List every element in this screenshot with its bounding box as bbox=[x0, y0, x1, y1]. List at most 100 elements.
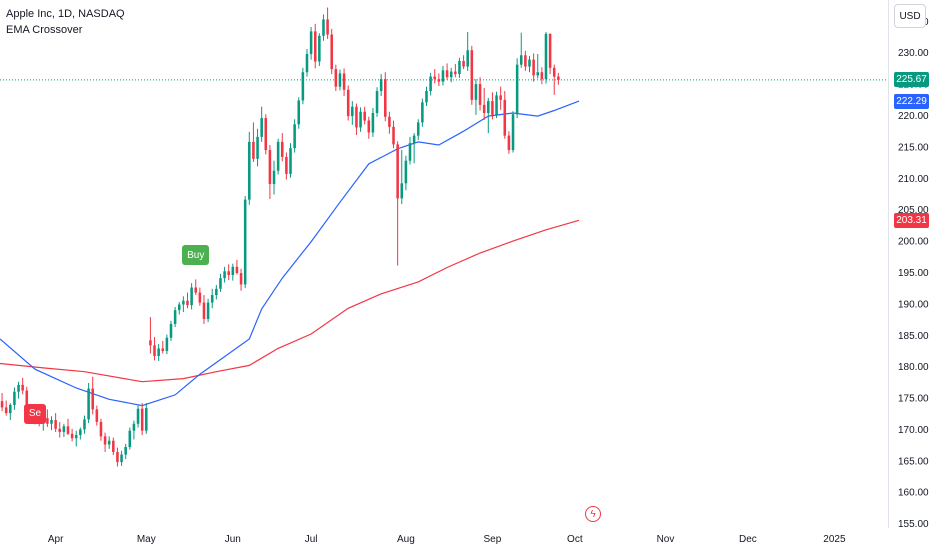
y-tick-label: 200.00 bbox=[898, 237, 929, 248]
candle-body bbox=[268, 150, 272, 184]
y-tick-label: 165.00 bbox=[898, 456, 929, 467]
candle-body bbox=[25, 390, 29, 409]
candle-body bbox=[499, 95, 502, 100]
y-tick-label: 215.00 bbox=[898, 142, 929, 153]
candle-body bbox=[91, 388, 94, 410]
candle-body bbox=[58, 428, 62, 432]
candle-body bbox=[437, 79, 441, 82]
candle-body bbox=[161, 348, 165, 351]
candle-body bbox=[470, 50, 474, 100]
candle-body bbox=[359, 111, 362, 128]
candle-body bbox=[507, 135, 511, 151]
candle-body bbox=[103, 436, 107, 445]
candle-body bbox=[309, 31, 313, 54]
candle-body bbox=[487, 101, 490, 114]
candle-body bbox=[326, 19, 329, 35]
candle-body bbox=[272, 170, 276, 184]
candle-body bbox=[231, 266, 235, 275]
candle-body bbox=[120, 454, 123, 463]
ema-slow-price-tag: 203.31 bbox=[894, 212, 929, 228]
candle-body bbox=[219, 278, 222, 289]
x-tick-label: Aug bbox=[397, 534, 415, 545]
candle-body bbox=[425, 91, 428, 103]
candle-body bbox=[87, 388, 90, 420]
candle-body bbox=[285, 156, 288, 174]
last-price-tag: 225.67 bbox=[894, 72, 929, 88]
candle-body bbox=[293, 124, 296, 149]
y-tick-label: 195.00 bbox=[898, 268, 929, 279]
candle-body bbox=[182, 300, 185, 305]
candle-body bbox=[371, 113, 375, 133]
candle-body bbox=[346, 89, 350, 117]
candle-body bbox=[363, 111, 366, 121]
candle-body bbox=[116, 452, 119, 463]
candle-body bbox=[552, 67, 556, 77]
candle-body bbox=[145, 408, 148, 431]
candle-body bbox=[458, 60, 461, 75]
candle-body bbox=[107, 440, 111, 445]
y-tick-label: 160.00 bbox=[898, 488, 929, 499]
y-tick-label: 210.00 bbox=[898, 174, 929, 185]
candle-body bbox=[441, 70, 445, 82]
candle-body bbox=[536, 72, 540, 76]
candle-body bbox=[252, 141, 255, 159]
candle-body bbox=[503, 99, 507, 136]
candle-body bbox=[177, 304, 181, 311]
x-tick-label: Dec bbox=[739, 534, 757, 545]
candle-body bbox=[0, 401, 4, 408]
candle-body bbox=[540, 72, 544, 80]
candle-body bbox=[528, 59, 531, 67]
candle-body bbox=[449, 71, 453, 78]
y-tick-label: 170.00 bbox=[898, 425, 929, 436]
candle-body bbox=[466, 50, 469, 67]
candle-body bbox=[305, 53, 309, 73]
currency-button[interactable]: USD bbox=[894, 4, 926, 28]
candle-body bbox=[322, 19, 325, 36]
candle-body bbox=[429, 76, 432, 92]
lightning-icon[interactable]: ϟ bbox=[585, 506, 601, 522]
candle-body bbox=[128, 430, 132, 448]
y-tick-label: 220.00 bbox=[898, 111, 929, 122]
candle-body bbox=[112, 440, 115, 453]
candle-body bbox=[548, 33, 552, 68]
candle-body bbox=[243, 199, 247, 285]
candle-body bbox=[433, 76, 437, 80]
candle-body bbox=[70, 433, 74, 439]
candle-body bbox=[13, 391, 16, 405]
candle-body bbox=[495, 95, 498, 115]
candle-body bbox=[445, 70, 449, 78]
candle-body bbox=[21, 384, 24, 391]
candle-body bbox=[83, 419, 86, 430]
candle-body bbox=[280, 141, 284, 157]
candle-body bbox=[384, 79, 387, 117]
y-tick-label: 155.00 bbox=[898, 519, 929, 530]
candle-body bbox=[215, 288, 218, 296]
candle-body bbox=[194, 287, 198, 293]
y-tick-label: 175.00 bbox=[898, 394, 929, 405]
candle-body bbox=[532, 59, 535, 76]
candle-body bbox=[396, 144, 399, 199]
candle-body bbox=[351, 106, 354, 117]
candle-body bbox=[421, 102, 424, 123]
candle-body bbox=[511, 114, 515, 151]
candle-body bbox=[136, 408, 140, 424]
candle-body bbox=[66, 426, 70, 434]
candle-body bbox=[62, 426, 66, 432]
x-tick-label: Oct bbox=[567, 534, 583, 545]
x-tick-label: 2025 bbox=[823, 534, 846, 545]
candle-body bbox=[17, 384, 20, 392]
candle-body bbox=[400, 183, 404, 199]
candle-body bbox=[289, 148, 292, 174]
candle-body bbox=[260, 118, 263, 137]
candle-body bbox=[99, 421, 103, 437]
candle-body bbox=[79, 429, 82, 436]
x-tick-label: Jun bbox=[225, 534, 241, 545]
candle-body bbox=[338, 73, 342, 87]
candle-body bbox=[54, 420, 57, 429]
x-tick-label: May bbox=[137, 534, 156, 545]
candle-body bbox=[235, 266, 239, 274]
candle-body bbox=[355, 106, 358, 128]
candle-body bbox=[227, 271, 230, 275]
candle-body bbox=[46, 418, 49, 424]
